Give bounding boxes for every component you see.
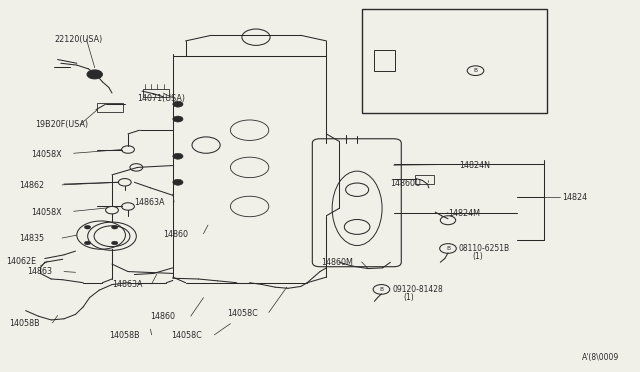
Text: 14824: 14824 <box>562 193 587 202</box>
Text: 14062E: 14062E <box>6 257 36 266</box>
Text: 14058C: 14058C <box>227 309 258 318</box>
Text: 19B20F(USA): 19B20F(USA) <box>35 120 88 129</box>
Text: B: B <box>474 68 477 73</box>
Text: (1): (1) <box>472 252 483 261</box>
Text: 09120-81428: 09120-81428 <box>392 285 443 294</box>
Text: 14058X: 14058X <box>31 150 61 159</box>
Circle shape <box>106 206 118 214</box>
Text: 08110-6251B: 08110-6251B <box>458 244 509 253</box>
Text: 14863A: 14863A <box>112 280 143 289</box>
Bar <box>374 50 395 71</box>
Text: 14071(USA): 14071(USA) <box>138 94 186 103</box>
Circle shape <box>173 179 183 185</box>
Text: 14860: 14860 <box>163 230 188 239</box>
Circle shape <box>111 225 118 229</box>
Bar <box>415 175 434 184</box>
Text: 14835: 14835 <box>19 234 44 243</box>
Text: 08110-6251B: 08110-6251B <box>485 68 534 74</box>
Text: 22120(USA): 22120(USA) <box>54 35 102 44</box>
Text: 14058B: 14058B <box>10 319 40 328</box>
Text: 14824N: 14824N <box>460 161 490 170</box>
Text: B: B <box>446 246 450 251</box>
Circle shape <box>173 153 183 159</box>
Text: 14058B: 14058B <box>109 331 140 340</box>
Text: 14862: 14862 <box>19 182 44 190</box>
Bar <box>97 103 123 112</box>
Circle shape <box>173 116 183 122</box>
Circle shape <box>84 225 91 229</box>
Text: 14860U: 14860U <box>390 179 421 187</box>
Text: 14058C: 14058C <box>172 331 202 340</box>
Text: A'(8\0009: A'(8\0009 <box>582 353 620 362</box>
Text: 14863: 14863 <box>27 267 52 276</box>
Text: 14824: 14824 <box>378 28 403 37</box>
Text: 14824M: 14824M <box>448 209 480 218</box>
Text: 14058X: 14058X <box>31 208 61 217</box>
Bar <box>362 9 547 113</box>
Text: 14860M: 14860M <box>321 258 353 267</box>
Bar <box>143 89 169 97</box>
Text: (1): (1) <box>403 293 414 302</box>
Text: FOR FED. CAN: FOR FED. CAN <box>368 13 428 22</box>
Text: 14860: 14860 <box>150 312 175 321</box>
Text: 14863A: 14863A <box>134 198 165 207</box>
Circle shape <box>111 241 118 245</box>
Text: (1): (1) <box>496 76 506 83</box>
Text: 14860U: 14860U <box>464 28 495 37</box>
Circle shape <box>87 70 102 79</box>
Text: B: B <box>380 287 383 292</box>
Circle shape <box>84 241 91 245</box>
Circle shape <box>173 101 183 107</box>
